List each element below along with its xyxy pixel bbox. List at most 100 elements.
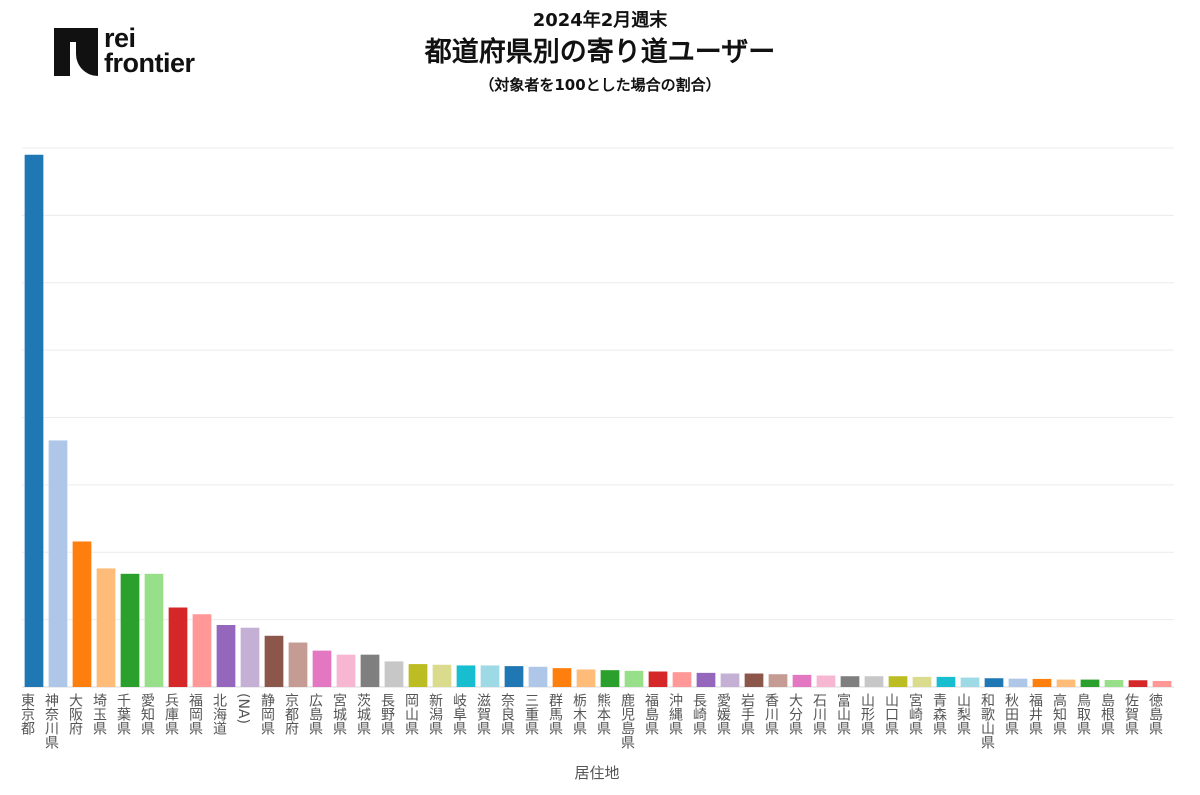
x-tick-label: 宮崎県 <box>907 693 923 735</box>
bar-奈良県[interactable] <box>504 666 524 687</box>
x-tick-label: 群馬県 <box>547 693 563 735</box>
bar-宮城県[interactable] <box>336 654 356 687</box>
x-tick-label: 埼玉県 <box>91 693 107 735</box>
bar-愛知県[interactable] <box>144 573 164 687</box>
bar-和歌山県[interactable] <box>984 678 1004 687</box>
tick-labels: 東京都 神奈川県 大阪府 埼玉県 千葉県 愛知県 兵庫県 福岡県 北海道 (NA) 静岡県 京都府 広島… <box>19 692 1163 749</box>
x-tick-label: 鳥取県 <box>1075 693 1091 735</box>
gridlines <box>22 147 1174 688</box>
x-tick-label: 佐賀県 <box>1123 693 1139 735</box>
x-tick-label: 秋田県 <box>1003 693 1019 735</box>
x-tick-label: 福岡県 <box>187 693 203 735</box>
x-tick-label: 香川県 <box>763 693 779 735</box>
x-tick-label: (NA) <box>235 693 251 724</box>
bar-長野県[interactable] <box>384 661 404 687</box>
bar-福島県[interactable] <box>648 671 668 688</box>
bar-群馬県[interactable] <box>552 668 572 687</box>
x-tick-label: 島根県 <box>1099 693 1115 735</box>
x-tick-label: 三重県 <box>523 693 539 735</box>
bar-宮崎県[interactable] <box>912 676 932 687</box>
x-tick-label: 沖縄県 <box>667 693 683 735</box>
bar-京都府[interactable] <box>288 642 308 687</box>
bar-茨城県[interactable] <box>360 654 380 687</box>
bar-長崎県[interactable] <box>696 672 716 687</box>
bar-神奈川県[interactable] <box>48 440 68 687</box>
bars <box>24 154 1172 688</box>
bar-石川県[interactable] <box>816 675 836 687</box>
x-tick-label: 岩手県 <box>739 693 755 735</box>
x-tick-label: 福島県 <box>643 693 659 735</box>
bar-滋賀県[interactable] <box>480 665 500 687</box>
rei-frontier-logo: rei frontier <box>54 23 214 78</box>
bar-島根県[interactable] <box>1104 679 1124 687</box>
x-tick-label: 茨城県 <box>355 693 371 735</box>
x-tick-label: 岡山県 <box>403 693 419 735</box>
bar-福井県[interactable] <box>1032 678 1052 687</box>
bar-大阪府[interactable] <box>72 541 92 687</box>
bar-広島県[interactable] <box>312 650 332 687</box>
bar-鹿児島県[interactable] <box>624 670 644 687</box>
bar-高知県[interactable] <box>1056 679 1076 687</box>
bar-栃木県[interactable] <box>576 669 596 687</box>
x-tick-label: 広島県 <box>307 693 323 735</box>
bar-北海道[interactable] <box>216 625 236 687</box>
x-tick-label: 愛媛県 <box>715 693 731 735</box>
x-tick-label: 富山県 <box>835 692 851 735</box>
x-tick-label: 山梨県 <box>955 693 971 735</box>
x-tick-label: 大分県 <box>787 693 803 735</box>
bar-佐賀県[interactable] <box>1128 680 1148 687</box>
x-tick-label: 石川県 <box>811 693 827 735</box>
x-tick-label: 奈良県 <box>499 693 515 735</box>
x-tick-label: 青森県 <box>931 693 947 735</box>
bar-大分県[interactable] <box>792 674 812 687</box>
x-tick-label: 宮城県 <box>331 693 347 735</box>
bar-岐阜県[interactable] <box>456 665 476 687</box>
x-tick-label: 京都府 <box>283 693 299 736</box>
bar-千葉県[interactable] <box>120 573 140 687</box>
x-tick-label: 愛知県 <box>139 693 155 735</box>
bar-沖縄県[interactable] <box>672 672 692 687</box>
bar-香川県[interactable] <box>768 674 788 687</box>
bar-三重県[interactable] <box>528 666 548 687</box>
bar-鳥取県[interactable] <box>1080 679 1100 687</box>
bar-新潟県[interactable] <box>432 664 452 687</box>
x-tick-label: 福井県 <box>1027 693 1043 735</box>
x-tick-label: 長野県 <box>379 693 395 735</box>
bar-秋田県[interactable] <box>1008 678 1028 687</box>
x-tick-label: 山形県 <box>859 693 875 735</box>
bar-(NA)[interactable] <box>240 627 260 687</box>
bar-山梨県[interactable] <box>960 677 980 687</box>
bar-岡山県[interactable] <box>408 664 428 687</box>
x-tick-label: 静岡県 <box>259 693 275 735</box>
x-axis-label: 居住地 <box>574 764 619 782</box>
chart-header: 2024年2月週末 都道府県別の寄り道ユーザー （対象者を100とした場合の割合… <box>0 8 1200 96</box>
x-tick-label: 高知県 <box>1051 692 1067 735</box>
x-tick-label: 和歌山県 <box>979 693 995 749</box>
x-tick-label: 徳島県 <box>1147 693 1163 735</box>
bar-愛媛県[interactable] <box>720 673 740 687</box>
x-tick-label: 大阪府 <box>67 693 83 736</box>
bar-静岡県[interactable] <box>264 635 284 687</box>
x-tick-label: 鹿児島県 <box>619 692 635 749</box>
x-tick-label: 兵庫県 <box>163 693 179 735</box>
bar-埼玉県[interactable] <box>96 568 116 687</box>
bar-山口県[interactable] <box>888 676 908 687</box>
x-tick-label: 栃木県 <box>571 693 587 735</box>
logo-text-rei: rei <box>104 23 136 53</box>
bar-山形県[interactable] <box>864 676 884 687</box>
bar-富山県[interactable] <box>840 676 860 687</box>
x-tick-label: 東京都 <box>19 693 35 735</box>
bar-青森県[interactable] <box>936 676 956 687</box>
chart-subtitle: 2024年2月週末 <box>532 10 668 31</box>
bar-熊本県[interactable] <box>600 670 620 687</box>
bar-兵庫県[interactable] <box>168 607 188 688</box>
bar-東京都[interactable] <box>24 154 44 688</box>
bar-徳島県[interactable] <box>1152 680 1172 687</box>
x-tick-label: 新潟県 <box>427 693 443 735</box>
bar-岩手県[interactable] <box>744 673 764 687</box>
chart-title: 都道府県別の寄り道ユーザー <box>424 37 776 68</box>
x-tick-label: 滋賀県 <box>475 693 491 735</box>
x-tick-label: 岐阜県 <box>451 693 467 735</box>
bar-福岡県[interactable] <box>192 614 212 688</box>
